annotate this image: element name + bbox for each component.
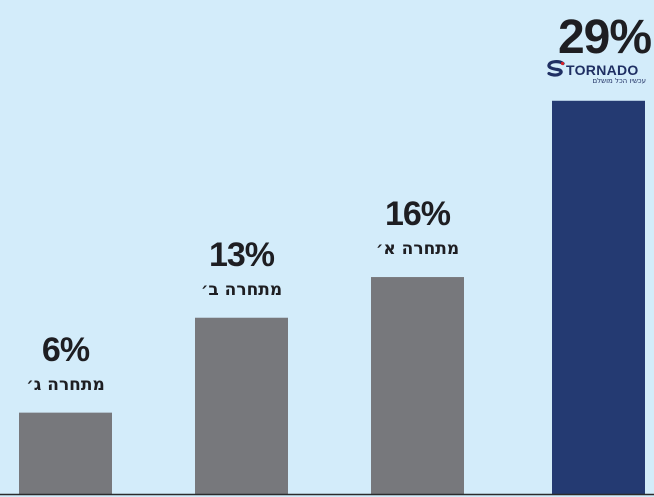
- category-label-2: מתחרה ב׳: [172, 282, 312, 299]
- brand-name: TORNADO: [566, 63, 639, 77]
- value-label-3: 16%: [358, 197, 478, 231]
- value-label-2: 13%: [182, 238, 302, 272]
- brand-tagline: עכשיו הכל מושלם: [593, 78, 646, 85]
- bar-2: [195, 318, 288, 494]
- bar-3: [371, 277, 464, 494]
- category-label-3: מתחרה א׳: [348, 241, 488, 258]
- tornado-logo: TORNADO עכשיו הכל מושלם: [546, 60, 650, 86]
- value-label-1: 6%: [6, 333, 126, 367]
- bar-4: [552, 101, 645, 494]
- value-label-4: 29%: [545, 14, 654, 62]
- tornado-logo-icon: [546, 60, 566, 78]
- category-label-1: מתחרה ג׳: [0, 377, 136, 394]
- bar-1: [19, 413, 112, 494]
